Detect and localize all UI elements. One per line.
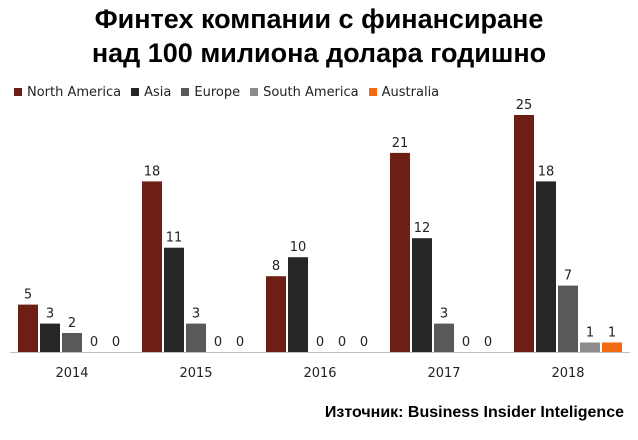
bar-north-america-2018 [514,115,534,352]
data-label-north-america-2018: 25 [516,98,533,113]
legend-label-europe: Europe [194,84,241,100]
data-label-south-america-2017: 0 [462,335,470,350]
data-label-asia-2017: 12 [414,221,431,236]
data-label-australia-2014: 0 [112,335,120,350]
legend-swatch-north-america [14,88,22,96]
data-label-south-america-2015: 0 [214,335,222,350]
bar-asia-2014 [40,323,60,352]
bar-europe-2014 [62,333,82,352]
data-label-australia-2017: 0 [484,335,492,350]
data-label-south-america-2016: 0 [338,335,346,350]
data-label-south-america-2018: 1 [586,326,594,341]
chart-title-line2: над 100 милиона долара годишно [91,38,547,68]
data-label-australia-2015: 0 [236,335,244,350]
data-label-europe-2016: 0 [316,335,324,350]
data-label-south-america-2014: 0 [90,335,98,350]
bar-europe-2017 [434,323,454,352]
data-label-north-america-2015: 18 [144,164,161,179]
legend-swatch-south-america [250,88,259,96]
legend-swatch-australia [368,88,377,96]
x-tick-label-2017: 2017 [427,366,460,381]
data-label-europe-2018: 7 [564,269,572,284]
data-label-asia-2015: 11 [166,231,183,246]
bar-north-america-2015 [142,181,162,352]
legend-item-australia: Australia [368,84,440,100]
chart-title-line1: Финтех компании с финансиране [94,4,544,34]
bar-north-america-2014 [18,304,38,352]
data-label-asia-2014: 3 [46,307,54,322]
bar-south-america-2018 [580,342,600,352]
data-label-asia-2016: 10 [290,240,307,255]
x-tick-label-2015: 2015 [179,366,212,381]
legend-item-south-america: South America [250,85,359,100]
chart-title: Финтех компании с финансиране над 100 ми… [0,2,638,70]
legend-label-australia: Australia [381,84,440,100]
data-label-europe-2015: 3 [192,307,200,322]
bar-europe-2018 [558,285,578,352]
bar-europe-2015 [186,323,206,352]
data-label-north-america-2016: 8 [272,259,280,274]
data-label-asia-2018: 18 [538,164,555,179]
data-label-north-america-2017: 21 [392,136,409,151]
bar-asia-2015 [164,247,184,352]
data-label-north-america-2014: 5 [24,288,32,303]
bar-north-america-2016 [266,276,286,352]
data-label-europe-2017: 3 [440,307,448,322]
x-tick-label-2016: 2016 [303,366,336,381]
bar-asia-2017 [412,238,432,352]
data-label-australia-2018: 1 [608,326,616,341]
source-note: Източник: Business Insider Inteligence [324,404,624,421]
legend-item-europe: Europe [181,85,240,100]
x-tick-label-2014: 2014 [55,366,88,381]
legend-item-north-america: North America [14,85,121,100]
data-label-australia-2016: 0 [360,335,368,350]
legend-label-south-america: South America [263,84,359,100]
chart-legend: North America Asia Europe South America … [14,82,449,102]
legend-swatch-asia [131,88,140,96]
x-tick-label-2018: 2018 [551,366,584,381]
data-label-europe-2014: 2 [68,316,76,331]
legend-label-north-america: North America [27,84,122,100]
bar-north-america-2017 [390,152,410,352]
legend-item-asia: Asia [131,85,171,100]
bar-australia-2018 [602,342,622,352]
bar-asia-2018 [536,181,556,352]
bar-asia-2016 [288,257,308,352]
legend-label-asia: Asia [144,84,172,100]
legend-swatch-europe [181,88,190,96]
